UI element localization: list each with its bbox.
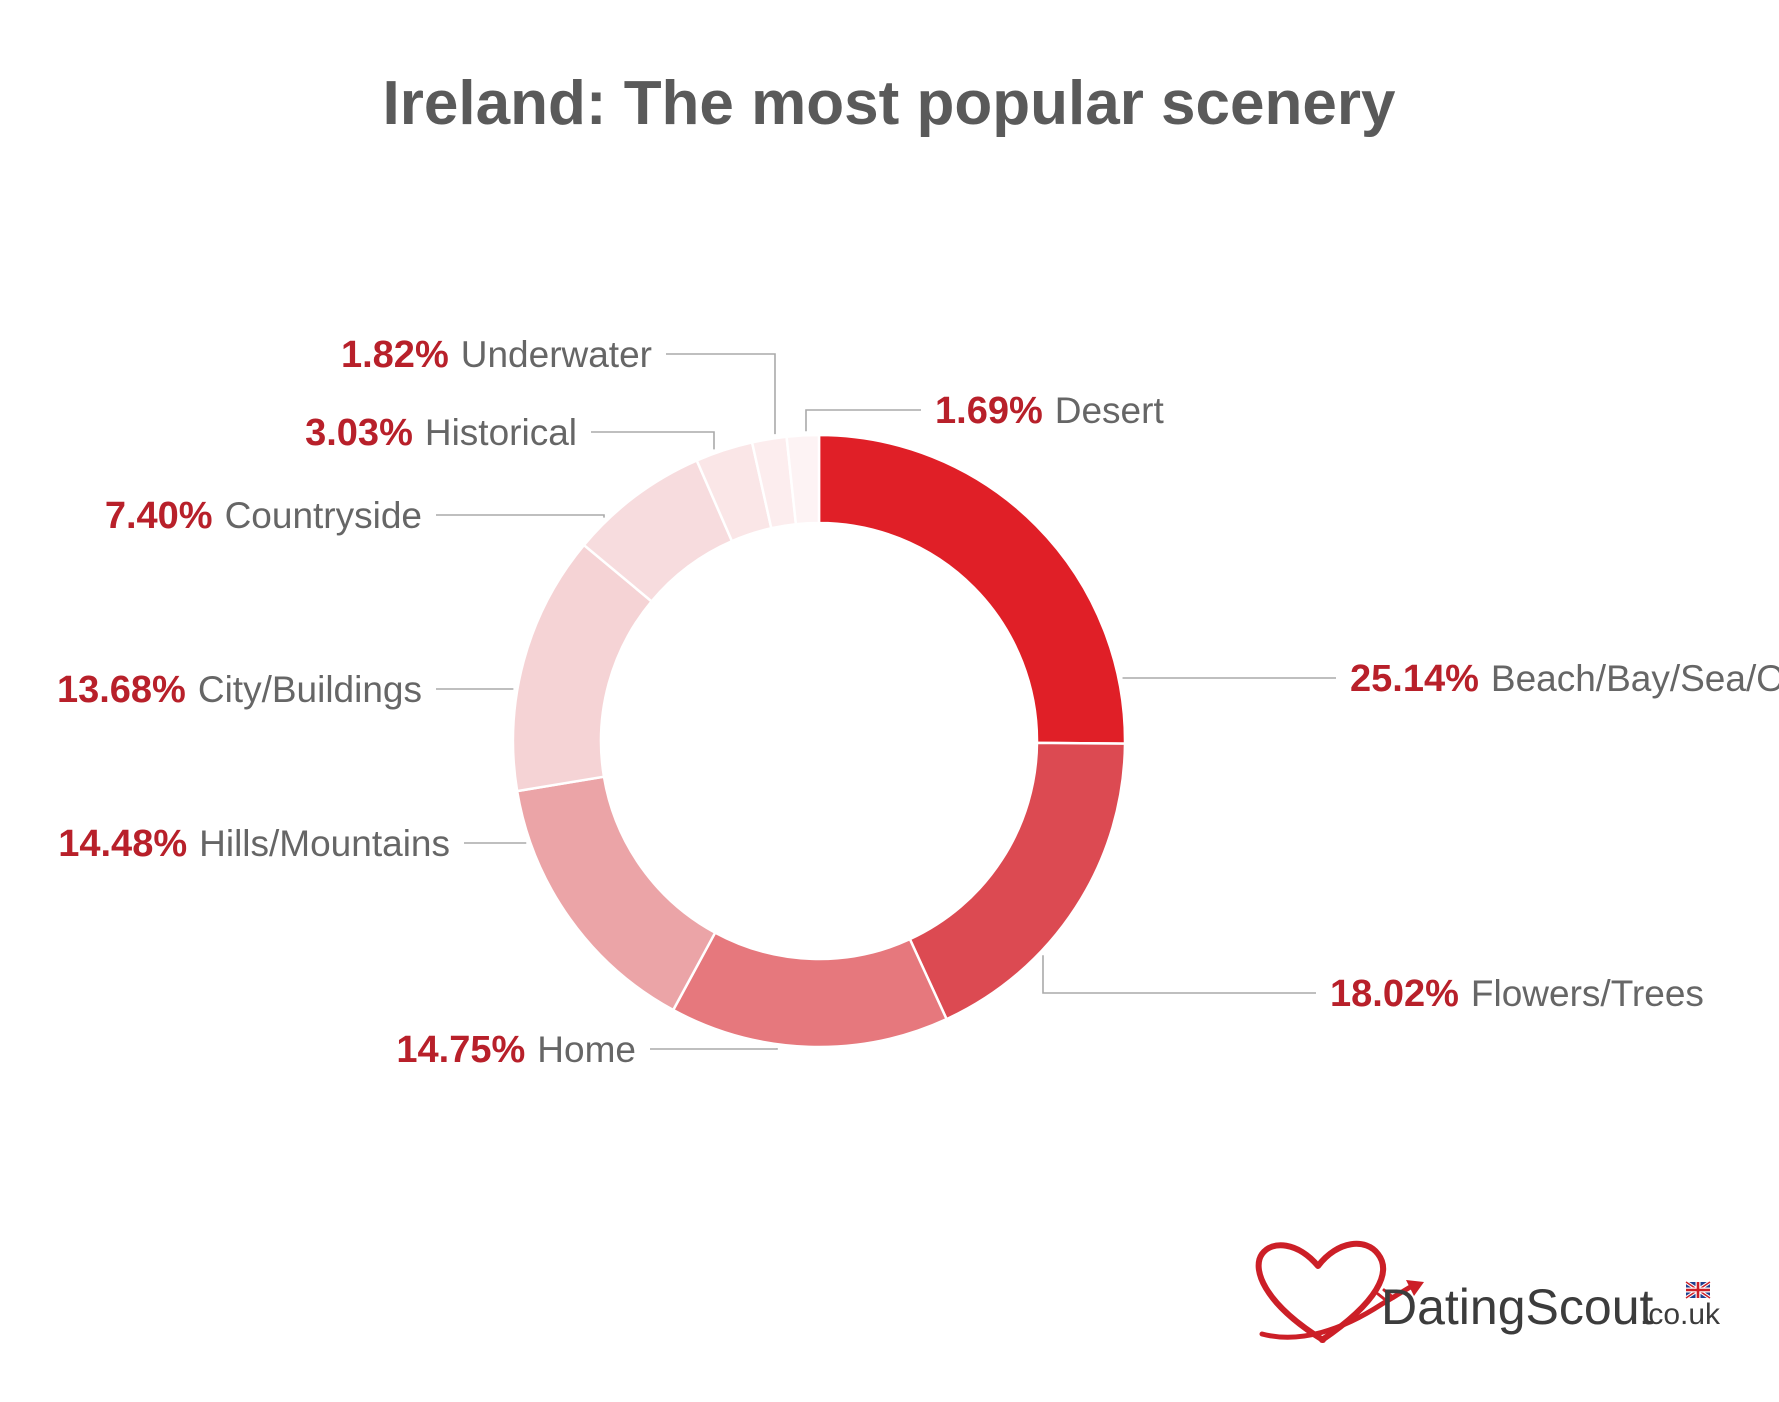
heart-arrow-icon bbox=[1255, 1240, 1424, 1343]
donut-slices bbox=[511, 433, 1127, 1049]
leader-home bbox=[650, 1048, 778, 1050]
value-label: 7.40% bbox=[105, 495, 213, 537]
value-label: 1.69% bbox=[935, 390, 1043, 432]
uk-flag-icon bbox=[1685, 1280, 1711, 1300]
category-label: Historical bbox=[425, 412, 577, 453]
category-label: Flowers/Trees bbox=[1471, 973, 1704, 1014]
category-label: Underwater bbox=[461, 334, 652, 375]
label-countryside: 7.40% Countryside bbox=[105, 495, 422, 537]
leader-countryside bbox=[436, 514, 605, 518]
leader-historical bbox=[591, 431, 715, 450]
label-historical: 3.03% Historical bbox=[305, 412, 577, 454]
slice-desert bbox=[785, 433, 821, 526]
value-label: 14.75% bbox=[396, 1029, 525, 1071]
label-city-buildings: 13.68% City/Buildings bbox=[57, 669, 422, 711]
leader-underwater bbox=[666, 353, 776, 435]
chart-title: Ireland: The most popular scenery bbox=[383, 69, 1396, 138]
label-hills-mountains: 14.48% Hills/Mountains bbox=[58, 823, 450, 865]
slice-hills-mountains bbox=[515, 775, 717, 1012]
label-desert: 1.69% Desert bbox=[935, 390, 1164, 432]
slice-home bbox=[671, 930, 949, 1049]
value-label: 18.02% bbox=[1330, 973, 1459, 1015]
logo-wordmark: DatingScout bbox=[1381, 1279, 1653, 1335]
category-label: City/Buildings bbox=[198, 669, 422, 710]
datingscout-logo: DatingScout .co.uk bbox=[1255, 1240, 1721, 1343]
label-beach-bay-sea-ocean: 25.14% Beach/Bay/Sea/Ocean bbox=[1350, 658, 1779, 700]
slice-beach-bay-sea-ocean bbox=[817, 433, 1127, 745]
value-label: 3.03% bbox=[305, 412, 413, 454]
slice-flowers-trees bbox=[908, 741, 1127, 1021]
category-label: Hills/Mountains bbox=[199, 823, 450, 864]
value-label: 1.82% bbox=[341, 334, 449, 376]
leader-desert bbox=[805, 409, 921, 432]
value-label: 25.14% bbox=[1350, 658, 1479, 700]
leader-lines bbox=[436, 353, 1336, 1050]
label-flowers-trees: 18.02% Flowers/Trees bbox=[1330, 973, 1704, 1015]
category-label: Beach/Bay/Sea/Ocean bbox=[1491, 658, 1779, 699]
label-home: 14.75% Home bbox=[396, 1029, 636, 1071]
label-underwater: 1.82% Underwater bbox=[341, 334, 652, 376]
category-label: Countryside bbox=[225, 495, 422, 536]
value-label: 14.48% bbox=[58, 823, 187, 865]
leader-flowers-trees bbox=[1042, 955, 1316, 994]
logo-domain: .co.uk bbox=[1640, 1298, 1721, 1331]
slice-labels: 25.14% Beach/Bay/Sea/Ocean 18.02% Flowers/T… bbox=[57, 334, 1779, 1071]
value-label: 13.68% bbox=[57, 669, 186, 711]
category-label: Desert bbox=[1055, 390, 1165, 431]
category-label: Home bbox=[537, 1029, 636, 1070]
